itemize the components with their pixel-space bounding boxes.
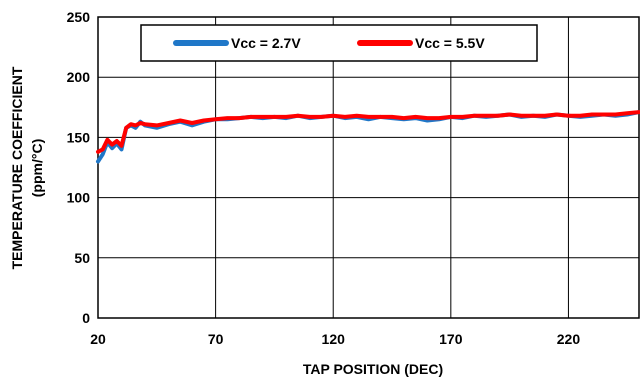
- x-axis-title: TAP POSITION (DEC): [303, 361, 443, 377]
- y-tick-label: 50: [74, 250, 90, 266]
- x-tick-label: 20: [90, 331, 106, 347]
- legend: Vcc = 2.7V Vcc = 5.5V: [140, 24, 538, 62]
- x-tick-label: 70: [208, 331, 224, 347]
- series-layer: [96, 110, 640, 164]
- x-tick-labels: 20 70 120 170 220: [90, 331, 580, 347]
- plot-area-frame: [97, 16, 640, 319]
- x-tick-label: 220: [557, 331, 581, 347]
- x-tick-label: 120: [322, 331, 346, 347]
- y-tick-labels: 0 50 100 150 200 250: [67, 9, 91, 326]
- y-tick-label: 200: [67, 69, 91, 85]
- legend-label-series-2: Vcc = 5.5V: [415, 35, 485, 51]
- legend-label-series-1: Vcc = 2.7V: [231, 35, 301, 51]
- y-tick-label: 100: [67, 190, 91, 206]
- y-tick-label: 250: [67, 9, 91, 25]
- y-tick-label: 150: [67, 129, 91, 145]
- y-axis-title-line1: TEMPERATURE COEFFICIENT: [9, 66, 25, 269]
- y-axis-title-line2: (ppm/°C): [29, 139, 45, 197]
- series-line-2: [96, 110, 640, 154]
- y-tick-label: 0: [82, 310, 90, 326]
- x-tick-label: 170: [439, 331, 463, 347]
- grid: [97, 16, 639, 319]
